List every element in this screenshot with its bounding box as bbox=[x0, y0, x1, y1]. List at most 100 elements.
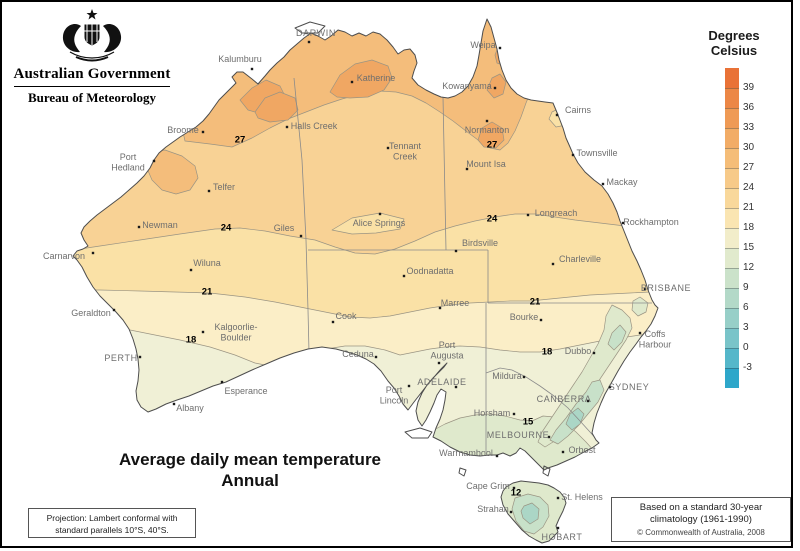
legend-segment bbox=[725, 368, 739, 388]
legend-segment bbox=[725, 168, 739, 188]
crest-shield bbox=[83, 23, 101, 47]
city-label: SYDNEY bbox=[609, 382, 650, 392]
contour-value-label: 27 bbox=[235, 135, 246, 146]
city-label: Marree bbox=[441, 298, 470, 308]
city-dot bbox=[299, 234, 303, 238]
city-dot bbox=[561, 450, 565, 454]
legend-segment bbox=[725, 188, 739, 208]
city-label: Esperance bbox=[224, 386, 267, 396]
legend-tick-labels: 39 36 33 30 27 24 21 18 15 12 9 6 3 0 -3 bbox=[743, 68, 773, 388]
legend-title-line1: Degrees bbox=[708, 28, 760, 43]
legend-segment bbox=[725, 348, 739, 368]
city-label: St. Helens bbox=[561, 492, 603, 502]
city-label: Newman bbox=[142, 220, 178, 230]
city-dot bbox=[586, 399, 590, 403]
attribution-line1: Based on a standard 30-year bbox=[639, 502, 763, 513]
city-dot bbox=[407, 384, 411, 388]
city-label: BRISBANE bbox=[641, 283, 691, 293]
legend-title-line2: Celsius bbox=[710, 43, 758, 58]
government-title: Australian Government bbox=[13, 66, 171, 82]
city-label: CANBERRA bbox=[537, 394, 592, 404]
city-dot bbox=[539, 318, 543, 322]
city-label: Birdsville bbox=[462, 238, 498, 248]
city-dot bbox=[454, 249, 458, 253]
city-label: Kalgoorlie-Boulder bbox=[214, 322, 257, 343]
copyright-line: © Commonwealth of Australia, 2008 bbox=[637, 528, 765, 537]
city-dot bbox=[638, 331, 642, 335]
city-labels-layer: DARWIN Kalumburu Katherine Weipa Kowanyama Ca… bbox=[43, 28, 691, 542]
city-label: Strahan bbox=[477, 504, 509, 514]
city-dot bbox=[485, 119, 489, 123]
city-dot bbox=[601, 182, 605, 186]
city-dot bbox=[378, 212, 382, 216]
city-dot bbox=[454, 385, 458, 389]
legend-segment bbox=[725, 68, 739, 88]
city-dot bbox=[512, 412, 516, 416]
city-label: Cook bbox=[335, 311, 357, 321]
city-label: Albany bbox=[176, 403, 204, 413]
legend-tick-label: 30 bbox=[743, 142, 755, 153]
legend-segment bbox=[725, 108, 739, 128]
legend-tick-label: -3 bbox=[743, 362, 752, 373]
crest-emu bbox=[103, 24, 122, 53]
contour-value-label: 27 bbox=[487, 140, 498, 151]
legend-segment bbox=[725, 148, 739, 168]
city-label: MELBOURNE bbox=[487, 430, 549, 440]
tas-band-6-9 bbox=[520, 502, 540, 525]
projection-note-line1: Projection: Lambert conformal with bbox=[46, 513, 178, 523]
city-label: Kalumburu bbox=[218, 54, 262, 64]
city-dot bbox=[608, 385, 612, 389]
city-label: Carnarvon bbox=[43, 251, 85, 261]
city-label: Warrnambool bbox=[439, 448, 493, 458]
city-dot bbox=[350, 80, 354, 84]
city-label: Giles bbox=[274, 223, 295, 233]
city-dot bbox=[172, 402, 176, 406]
temp-band-6-9-alpine bbox=[565, 407, 585, 431]
temp-band-30-33-victoria-river bbox=[254, 91, 299, 123]
city-label: Orbost bbox=[568, 445, 596, 455]
city-label: Mount Isa bbox=[466, 159, 506, 169]
city-label: Cairns bbox=[565, 105, 592, 115]
city-dot bbox=[112, 308, 116, 312]
legend-segment bbox=[725, 208, 739, 228]
kangaroo-island bbox=[404, 427, 433, 439]
city-label: Katherine bbox=[357, 73, 396, 83]
melville-island bbox=[294, 21, 326, 34]
city-label: Port Lincoln bbox=[380, 385, 409, 406]
legend-segment bbox=[725, 288, 739, 308]
attribution-line2: climatology (1961-1990) bbox=[650, 513, 752, 525]
city-label: Charleville bbox=[559, 254, 601, 264]
legend-tick-label: 6 bbox=[743, 302, 749, 313]
legend-tick-label: 0 bbox=[743, 342, 749, 353]
legend-tick-label: 3 bbox=[743, 322, 749, 333]
flinders-island bbox=[542, 465, 551, 477]
contour-value-label: 24 bbox=[221, 223, 232, 234]
contour-value-label: 21 bbox=[202, 287, 213, 298]
city-dot bbox=[556, 496, 560, 500]
legend-tick-label: 18 bbox=[743, 222, 755, 233]
contour-value-label: 21 bbox=[530, 297, 541, 308]
city-dot bbox=[220, 380, 224, 384]
city-dot bbox=[555, 113, 559, 117]
attribution-box: Based on a standard 30-year climatology … bbox=[611, 497, 791, 542]
city-dot bbox=[137, 225, 141, 229]
contour-labels-layer: 27 27 24 24 21 21 18 18 15 12 bbox=[186, 135, 553, 499]
legend-tick-label: 24 bbox=[743, 182, 755, 193]
city-label: Cape Grim bbox=[466, 481, 510, 491]
city-label: Telfer bbox=[213, 182, 235, 192]
coat-of-arms-icon bbox=[62, 9, 122, 62]
legend-tick-label: 15 bbox=[743, 242, 755, 253]
city-label: Geraldton bbox=[71, 308, 111, 318]
city-dot bbox=[592, 351, 596, 355]
legend-tick-label: 39 bbox=[743, 82, 755, 93]
city-label: DARWIN bbox=[296, 28, 336, 38]
city-dot bbox=[509, 510, 513, 514]
temp-band-12-15-highlands bbox=[537, 304, 633, 448]
legend-segment bbox=[725, 268, 739, 288]
city-dot bbox=[189, 268, 193, 272]
city-label: Horsham bbox=[474, 408, 511, 418]
legend-tick-label: 12 bbox=[743, 262, 755, 273]
legend-segment bbox=[725, 308, 739, 328]
